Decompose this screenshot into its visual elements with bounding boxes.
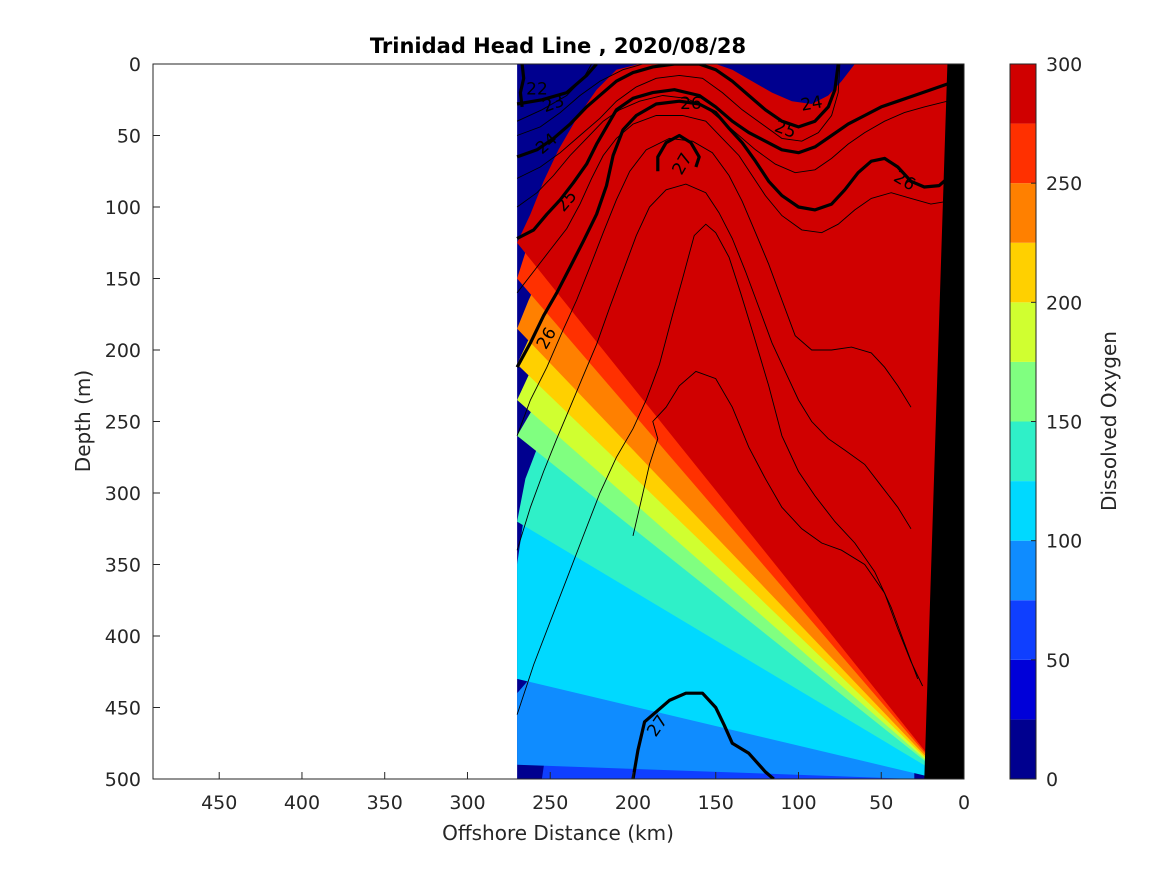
y-tick-label: 150 — [105, 269, 141, 291]
colorbar-swatch — [1010, 540, 1036, 601]
colorbar-swatch — [1010, 123, 1036, 184]
colorbar-swatch — [1010, 659, 1036, 720]
density-contour-23 — [516, 64, 598, 106]
colorbar-swatch — [1010, 242, 1036, 303]
colorbar-swatch — [1010, 183, 1036, 243]
y-tick-label: 100 — [105, 197, 141, 219]
x-axis-label: Offshore Distance (km) — [442, 821, 674, 845]
y-tick-label: 500 — [105, 769, 141, 791]
bottom-mask — [906, 64, 964, 779]
colorbar-swatch — [1010, 481, 1036, 541]
x-tick-label: 350 — [367, 792, 403, 814]
x-tick-label: 300 — [449, 792, 485, 814]
density-contour-thin — [516, 183, 912, 551]
x-tick-label: 200 — [615, 792, 651, 814]
x-tick-label: 450 — [201, 792, 237, 814]
colorbar-swatch — [1010, 600, 1036, 660]
contour-label: 26 — [680, 94, 702, 114]
colorbar-swatch — [1010, 302, 1036, 362]
chart-title: Trinidad Head Line , 2020/08/28 — [370, 34, 746, 58]
density-contour-thin — [516, 64, 644, 136]
x-tick-label: 150 — [698, 792, 734, 814]
colorbar-label: Dissolved Oxygen — [1097, 331, 1121, 511]
oxygen-band-275 — [517, 64, 948, 779]
density-contour-thin — [516, 115, 948, 294]
x-tick-label: 50 — [869, 792, 893, 814]
colorbar-tick-label: 200 — [1046, 292, 1082, 314]
contour-label: 22 — [526, 80, 548, 100]
density-contour-thin — [516, 137, 912, 436]
y-tick-label: 250 — [105, 412, 141, 434]
y-tick-label: 200 — [105, 340, 141, 362]
density-contour-thin — [516, 64, 841, 179]
y-tick-label: 450 — [105, 698, 141, 720]
colorbar-swatch — [1010, 361, 1036, 422]
contour-label: 24 — [799, 92, 824, 115]
y-tick-label: 50 — [117, 126, 141, 148]
y-tick-label: 300 — [105, 483, 141, 505]
colorbar-tick-label: 100 — [1046, 531, 1082, 553]
colorbar-tick-label: 50 — [1046, 650, 1070, 672]
colorbar-swatch — [1010, 421, 1036, 482]
density-contour-27 — [631, 691, 775, 779]
density-contour-22 — [518, 64, 526, 108]
colorbar-tick-label: 0 — [1046, 769, 1058, 791]
x-tick-label: 0 — [958, 792, 970, 814]
density-contour-27 — [656, 133, 701, 172]
colorbar-tick-label: 300 — [1046, 54, 1082, 76]
y-axis: 0 50 100 150 200 250 300 350 400 450 500 — [105, 54, 160, 791]
colorbar-swatch — [1010, 64, 1036, 124]
density-contour-thin — [516, 223, 919, 715]
y-axis-label: Depth (m) — [71, 370, 95, 472]
density-contour-24 — [516, 64, 840, 159]
colorbar: 0 50 100 150 200 250 300 — [1009, 54, 1082, 791]
density-contour-thin — [516, 64, 592, 122]
density-contour-26 — [515, 99, 949, 368]
y-tick-label: 0 — [129, 54, 141, 76]
colorbar-tick-label: 250 — [1046, 173, 1082, 195]
x-tick-label: 100 — [780, 792, 816, 814]
colorbar-swatch — [1010, 719, 1036, 779]
x-tick-label: 400 — [284, 792, 320, 814]
y-tick-label: 350 — [105, 555, 141, 577]
y-tick-label: 400 — [105, 626, 141, 648]
x-axis: 450 400 350 300 250 200 150 100 50 0 — [201, 772, 970, 814]
x-tick-label: 250 — [532, 792, 568, 814]
density-contour-thin — [632, 370, 924, 687]
density-contour-25 — [516, 82, 948, 240]
colorbar-tick-label: 150 — [1046, 412, 1082, 434]
